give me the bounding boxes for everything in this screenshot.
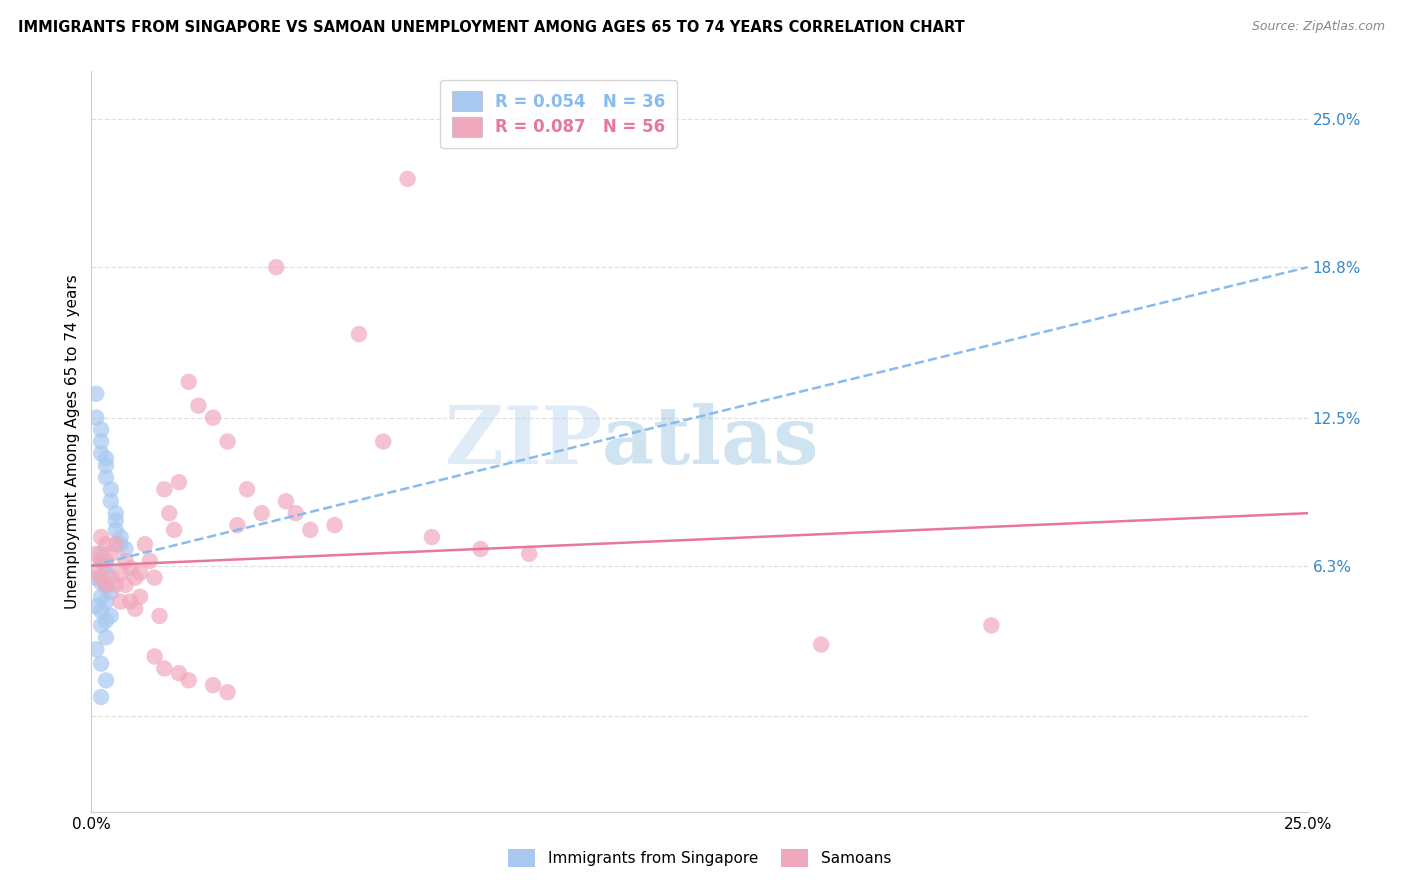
Point: [177, 673, 200, 688]
Point: [299, 523, 322, 537]
Point: [110, 530, 132, 544]
Point: [84, 386, 107, 401]
Point: [94, 537, 117, 551]
Point: [90, 554, 112, 568]
Point: [120, 561, 142, 575]
Point: [84, 571, 107, 585]
Point: [114, 578, 136, 592]
Point: [396, 171, 419, 186]
Point: [104, 523, 127, 537]
Point: [167, 666, 190, 681]
Point: [129, 590, 152, 604]
Point: [134, 537, 156, 551]
Point: [274, 494, 297, 508]
Point: [470, 541, 492, 556]
Point: [139, 554, 162, 568]
Point: [177, 375, 200, 389]
Point: [84, 599, 107, 614]
Point: [810, 638, 832, 652]
Point: [187, 399, 209, 413]
Point: [94, 554, 117, 568]
Point: [202, 678, 225, 692]
Point: [84, 547, 107, 561]
Point: [323, 518, 346, 533]
Point: [124, 601, 146, 615]
Point: [110, 594, 132, 608]
Point: [90, 604, 112, 618]
Point: [120, 594, 142, 608]
Point: [100, 483, 122, 497]
Point: [163, 523, 186, 537]
Point: [94, 558, 117, 573]
Point: [94, 566, 117, 580]
Point: [90, 530, 112, 544]
Point: [420, 530, 443, 544]
Point: [110, 537, 132, 551]
Point: [90, 618, 112, 632]
Point: [157, 506, 180, 520]
Point: [94, 631, 117, 645]
Point: [373, 434, 395, 449]
Point: [90, 547, 112, 561]
Point: [94, 673, 117, 688]
Legend: Immigrants from Singapore, Samoans: Immigrants from Singapore, Samoans: [501, 841, 898, 874]
Point: [90, 423, 112, 437]
Point: [347, 327, 370, 342]
Point: [84, 566, 107, 580]
Point: [104, 513, 127, 527]
Point: [100, 547, 122, 561]
Point: [90, 446, 112, 460]
Point: [202, 410, 225, 425]
Point: [114, 541, 136, 556]
Point: [236, 483, 259, 497]
Point: [250, 506, 273, 520]
Point: [167, 475, 190, 490]
Point: [217, 685, 239, 699]
Point: [90, 690, 112, 704]
Point: [104, 506, 127, 520]
Point: [980, 618, 1002, 632]
Point: [84, 642, 107, 657]
Point: [94, 580, 117, 594]
Point: [94, 578, 117, 592]
Y-axis label: Unemployment Among Ages 65 to 74 years: Unemployment Among Ages 65 to 74 years: [65, 274, 80, 609]
Point: [100, 608, 122, 623]
Point: [90, 575, 112, 590]
Point: [90, 554, 112, 568]
Point: [104, 537, 127, 551]
Point: [84, 410, 107, 425]
Point: [90, 434, 112, 449]
Point: [153, 661, 176, 675]
Point: [114, 554, 136, 568]
Point: [90, 590, 112, 604]
Point: [110, 566, 132, 580]
Point: [94, 470, 117, 484]
Point: [94, 614, 117, 628]
Point: [124, 571, 146, 585]
Point: [100, 571, 122, 585]
Point: [517, 547, 540, 561]
Point: [143, 571, 166, 585]
Point: [284, 506, 307, 520]
Point: [94, 458, 117, 473]
Text: ZIP: ZIP: [446, 402, 602, 481]
Point: [100, 494, 122, 508]
Point: [148, 608, 170, 623]
Point: [94, 594, 117, 608]
Text: atlas: atlas: [602, 402, 820, 481]
Point: [153, 483, 176, 497]
Point: [264, 260, 287, 275]
Point: [226, 518, 249, 533]
Point: [100, 585, 122, 599]
Point: [94, 451, 117, 466]
Text: Source: ZipAtlas.com: Source: ZipAtlas.com: [1251, 20, 1385, 33]
Text: IMMIGRANTS FROM SINGAPORE VS SAMOAN UNEMPLOYMENT AMONG AGES 65 TO 74 YEARS CORRE: IMMIGRANTS FROM SINGAPORE VS SAMOAN UNEM…: [18, 20, 965, 35]
Point: [129, 566, 152, 580]
Point: [90, 571, 112, 585]
Point: [217, 434, 239, 449]
Point: [104, 578, 127, 592]
Point: [143, 649, 166, 664]
Point: [90, 657, 112, 671]
